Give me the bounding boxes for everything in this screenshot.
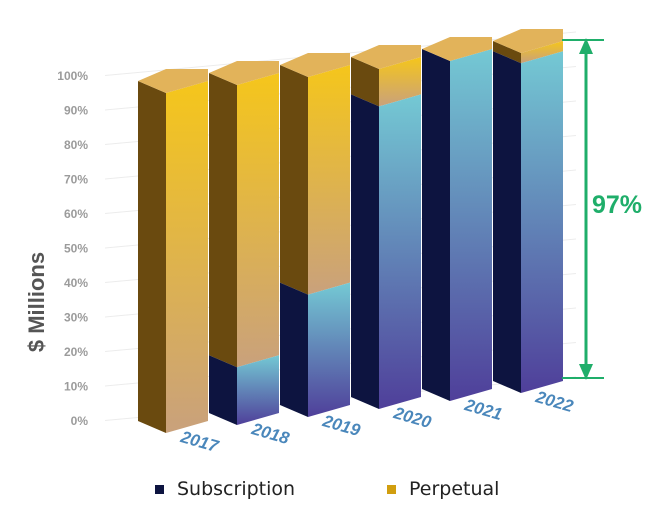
bar-top-cap bbox=[209, 61, 279, 85]
bar-top-cap bbox=[280, 53, 350, 77]
annotation-label: 97% bbox=[592, 191, 642, 219]
legend-swatch-perpetual bbox=[387, 484, 396, 494]
legend-item-subscription: Subscription bbox=[155, 478, 295, 500]
x-tick-label: 2017 bbox=[178, 427, 222, 456]
x-tick-label: 2018 bbox=[249, 419, 292, 448]
x-tick-label: 2021 bbox=[462, 395, 505, 424]
y-tick-label: 100% bbox=[57, 69, 88, 83]
y-tick-labels: 0% 10% 20% 30% 40% 50% 60% 70% 80% 90% 100% bbox=[57, 69, 88, 428]
bar-front-subscription bbox=[308, 282, 350, 417]
y-tick-label: 0% bbox=[71, 414, 89, 428]
legend-item-perpetual: Perpetual bbox=[387, 478, 499, 500]
bar-2021 bbox=[422, 37, 492, 401]
bar-side-subscription bbox=[493, 51, 521, 393]
bar-front-perpetual bbox=[166, 81, 208, 433]
y-tick-label: 50% bbox=[64, 242, 88, 256]
y-tick-label: 80% bbox=[64, 138, 88, 152]
y-tick-label: 10% bbox=[64, 380, 88, 394]
bar-side-subscription bbox=[422, 49, 450, 401]
y-tick-label: 30% bbox=[64, 311, 88, 325]
annotation-arrowhead-up bbox=[579, 38, 593, 54]
annotation-arrowhead-down bbox=[579, 364, 593, 380]
bar-side-subscription bbox=[280, 282, 308, 417]
x-tick-label: 2019 bbox=[320, 411, 363, 440]
y-tick-label: 60% bbox=[64, 207, 88, 221]
bars bbox=[138, 29, 563, 433]
bar-side-perpetual bbox=[209, 73, 237, 368]
bar-front-perpetual bbox=[308, 65, 350, 295]
bar-top-cap bbox=[422, 37, 492, 61]
bar-front-subscription bbox=[237, 355, 279, 425]
legend: Subscription Perpetual bbox=[0, 478, 654, 504]
bar-side-perpetual bbox=[493, 41, 521, 64]
stacked-bar-chart: 0% 10% 20% 30% 40% 50% 60% 70% 80% 90% 100% $ Mill… bbox=[24, 29, 642, 456]
bar-side-perpetual bbox=[351, 57, 379, 107]
bar-front-subscription bbox=[521, 51, 563, 393]
bar-2017 bbox=[138, 69, 208, 433]
y-tick-label: 40% bbox=[64, 276, 88, 290]
bar-side-perpetual bbox=[138, 81, 166, 433]
legend-label-subscription: Subscription bbox=[177, 478, 296, 500]
bar-top-cap bbox=[351, 45, 421, 69]
bar-front-perpetual bbox=[521, 41, 563, 64]
bar-side-perpetual bbox=[280, 65, 308, 295]
legend-swatch-subscription bbox=[155, 484, 164, 494]
bar-front-perpetual bbox=[237, 73, 279, 368]
bar-2022 bbox=[493, 29, 563, 393]
bar-side-subscription bbox=[209, 355, 237, 425]
percent-annotation: 97% bbox=[562, 38, 642, 380]
bar-2019 bbox=[280, 53, 350, 417]
bar-side-subscription bbox=[351, 94, 379, 410]
bar-2018 bbox=[209, 61, 279, 425]
y-tick-label: 70% bbox=[64, 173, 88, 187]
bar-front-subscription bbox=[379, 94, 421, 410]
bar-top-cap bbox=[493, 29, 563, 53]
y-tick-label: 20% bbox=[64, 345, 88, 359]
bar-top-cap bbox=[138, 69, 208, 93]
legend-label-perpetual: Perpetual bbox=[409, 478, 500, 500]
y-tick-label: 90% bbox=[64, 104, 88, 118]
x-tick-label: 2022 bbox=[533, 387, 576, 416]
bar-front-perpetual bbox=[379, 57, 421, 107]
bar-2020 bbox=[351, 45, 421, 410]
y-axis-label: $ Millions bbox=[24, 252, 49, 352]
x-tick-label: 2020 bbox=[391, 403, 434, 432]
bar-front-subscription bbox=[450, 49, 492, 401]
x-tick-labels: 2017 2018 2019 2020 2021 2022 bbox=[178, 387, 576, 456]
